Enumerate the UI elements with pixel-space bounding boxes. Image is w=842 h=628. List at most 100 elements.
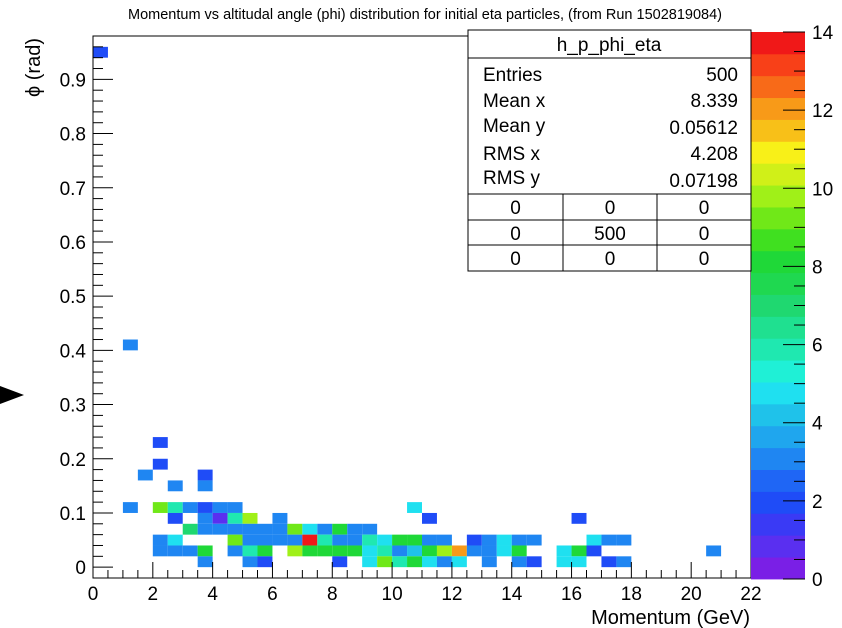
heatmap-cell [556, 545, 572, 557]
heatmap-cell [347, 523, 363, 535]
stats-box-title: h_p_phi_eta [557, 35, 662, 56]
heatmap-cell [466, 545, 482, 557]
color-scale-segment [751, 53, 805, 77]
x-axis: 0 2 4 6 8 10 12 14 16 18 20 22 [88, 562, 762, 605]
color-scale-segment [751, 382, 805, 405]
heatmap-cell [197, 556, 213, 568]
heatmap-cell [466, 534, 482, 546]
x-tick-label: 0 [88, 584, 99, 605]
y-axis-label: ϕ (rad) [23, 38, 45, 97]
heatmap-cell [182, 545, 198, 557]
heatmap-cell [332, 545, 348, 557]
color-scale-segment [751, 32, 805, 55]
stats-grid-cell: 0 [510, 198, 521, 219]
color-scale-segment [751, 469, 805, 492]
heatmap-cell [436, 556, 452, 568]
heatmap-cell [332, 534, 348, 546]
y-tick-label: 0.3 [60, 396, 86, 417]
color-scale-segment [751, 557, 805, 580]
y-tick-label: 0.7 [60, 179, 86, 200]
heatmap-cell [377, 545, 393, 557]
heatmap-cell [392, 545, 408, 557]
stats-grid-cell: 0 [699, 198, 710, 219]
y-axis: 0 0.1 0.2 0.3 0.4 0.5 0.6 0.7 0.8 0.9 [60, 46, 113, 579]
color-scale-segment [751, 185, 805, 208]
x-tick-label: 8 [327, 584, 338, 605]
heatmap-cell [601, 534, 617, 546]
heatmap-cell [407, 556, 422, 568]
y-tick-label: 0.9 [60, 70, 86, 91]
heatmap-cell [302, 523, 318, 535]
heatmap-cell [302, 534, 318, 546]
heatmap-cell [242, 556, 258, 568]
color-scale-bar [751, 32, 805, 580]
heatmap-cell [242, 512, 258, 524]
z-tick-label: 12 [812, 101, 833, 122]
heatmap-cell [377, 534, 393, 546]
heatmap-cell [526, 556, 542, 568]
heatmap-cell [616, 556, 632, 568]
color-scale-segment [751, 119, 805, 142]
color-scale-segment [751, 272, 805, 295]
heatmap-cell [571, 512, 587, 524]
heatmap-cell [481, 545, 497, 557]
heatmap-cell [362, 556, 378, 568]
heatmap-cell [287, 534, 303, 546]
heatmap-cell [571, 545, 587, 557]
heatmap-cell [197, 469, 213, 481]
stats-label-entries: Entries [483, 65, 542, 86]
heatmap-cell [257, 534, 273, 546]
stats-label-rms-x: RMS x [483, 144, 541, 165]
heatmap-cell [601, 556, 617, 568]
stats-value-entries: 500 [706, 65, 738, 86]
heatmap-cell [317, 523, 333, 535]
color-scale-segment [751, 250, 805, 274]
heatmap-cell [152, 458, 168, 470]
z-tick-label: 2 [812, 492, 823, 513]
heatmap-cell [227, 534, 243, 546]
heatmap-cell [481, 534, 497, 546]
heatmap-cell [556, 556, 572, 568]
heatmap-cell [422, 556, 437, 568]
heatmap-cell [407, 534, 422, 546]
heatmap-cell [242, 545, 258, 557]
stats-label-mean-y: Mean y [483, 116, 546, 137]
pointer-arrow-icon [0, 386, 24, 404]
x-axis-label: Momentum (GeV) [591, 607, 750, 628]
color-scale-segment [751, 425, 805, 449]
heatmap-cell [167, 545, 183, 557]
heatmap-cell [182, 502, 198, 513]
stats-grid-cell: 0 [605, 249, 616, 270]
heatmap-cell [257, 523, 273, 535]
stats-grid-cell: 0 [699, 224, 710, 245]
heatmap-cell [197, 545, 213, 557]
heatmap-cell [706, 545, 722, 557]
heatmap-cell [451, 556, 467, 568]
heatmap-cell [332, 523, 348, 535]
heatmap-cell [212, 512, 228, 524]
heatmap-cell [377, 556, 393, 568]
heatmap-cell [272, 512, 288, 524]
heatmap-cell [197, 480, 213, 492]
color-scale-segment [751, 97, 805, 120]
heatmap-cell [167, 534, 183, 546]
color-scale-segment [751, 338, 805, 361]
heatmap-bins [93, 46, 722, 568]
y-tick-label: 0.8 [60, 125, 86, 146]
color-scale-segment [751, 207, 805, 230]
heatmap-cell [212, 523, 228, 535]
color-scale-segment [751, 535, 805, 558]
heatmap-cell [436, 534, 452, 546]
stats-grid-cell: 0 [699, 249, 710, 270]
heatmap-cell [362, 523, 378, 535]
color-scale-segment [751, 491, 805, 514]
heatmap-cell [257, 556, 273, 568]
chart-title: Momentum vs altitudal angle (phi) distri… [128, 7, 722, 23]
stats-label-rms-y: RMS y [483, 168, 541, 189]
x-tick-label: 12 [441, 584, 462, 605]
heatmap-cell [422, 512, 437, 524]
heatmap-cell [362, 545, 378, 557]
heatmap-cell [152, 437, 168, 448]
z-tick-label: 8 [812, 257, 823, 278]
